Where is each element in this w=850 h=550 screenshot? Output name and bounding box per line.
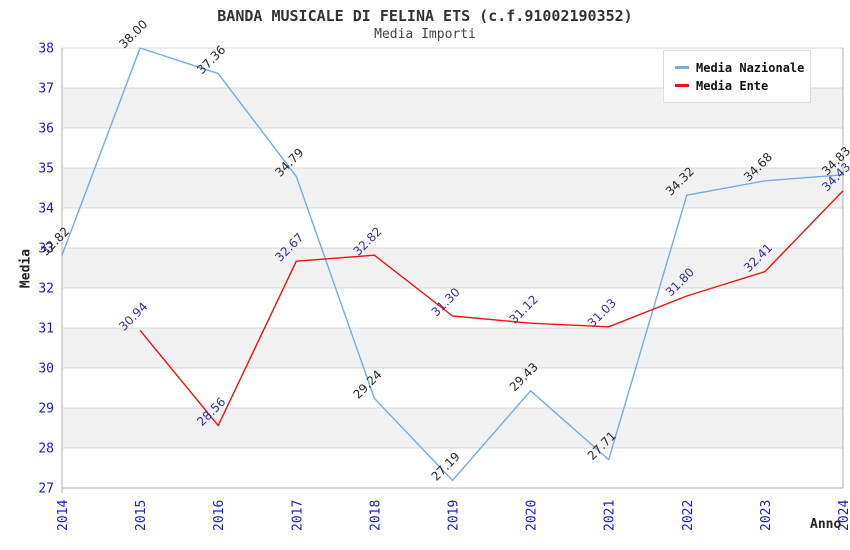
x-tick-label: 2020 [525, 500, 540, 531]
x-tick-label: 2015 [134, 500, 149, 531]
series-line-media-nazionale [61, 47, 844, 482]
plot-band [62, 328, 843, 368]
plot-band [62, 248, 843, 288]
y-tick-label: 34 [38, 202, 54, 217]
legend-item-media-nazionale: Media Nazionale [664, 61, 810, 75]
x-tick-label: 2014 [56, 500, 71, 531]
y-tick-label: 35 [38, 162, 54, 177]
x-tick-label: 2023 [759, 500, 774, 531]
y-tick-label: 27 [38, 482, 54, 497]
y-tick-label: 29 [38, 402, 54, 417]
x-tick-label: 2017 [290, 500, 305, 531]
legend-label-media-nazionale: Media Nazionale [696, 60, 805, 75]
x-tick-label: 2016 [212, 500, 227, 531]
series-line-media-ente [139, 190, 844, 427]
x-axis-title: Anno [810, 517, 842, 532]
plot-band [62, 208, 843, 248]
y-tick-label: 33 [38, 242, 54, 257]
legend-marker-media-nazionale [675, 66, 689, 69]
y-tick-label: 36 [38, 122, 54, 137]
legend-label-media-ente: Media Ente [696, 78, 769, 93]
plot-band [62, 168, 843, 208]
x-tick-label: 2024 [837, 500, 850, 531]
y-axis-title: Media [18, 248, 34, 289]
plot-band [62, 288, 843, 328]
y-tick-label: 31 [38, 322, 54, 337]
legend: Media Nazionale Media Ente [663, 50, 811, 103]
chart-subtitle: Media Importi [374, 27, 476, 42]
plot-band [62, 448, 843, 488]
y-tick-label: 38 [38, 42, 54, 57]
y-tick-label: 30 [38, 362, 54, 377]
y-tick-label: 28 [38, 442, 54, 457]
legend-item-media-ente: Media Ente [664, 79, 810, 93]
y-tick-label: 37 [38, 82, 54, 97]
plot-band [62, 408, 843, 448]
x-tick-label: 2022 [681, 500, 696, 531]
x-tick-label: 2018 [368, 500, 383, 531]
x-tick-label: 2021 [603, 500, 618, 531]
plot-band [62, 128, 843, 168]
plot-band [62, 368, 843, 408]
chart-title: BANDA MUSICALE DI FELINA ETS (c.f.910021… [217, 7, 633, 25]
x-tick-label: 2019 [447, 500, 462, 531]
legend-marker-media-ente [675, 84, 689, 87]
y-tick-label: 32 [38, 282, 54, 297]
